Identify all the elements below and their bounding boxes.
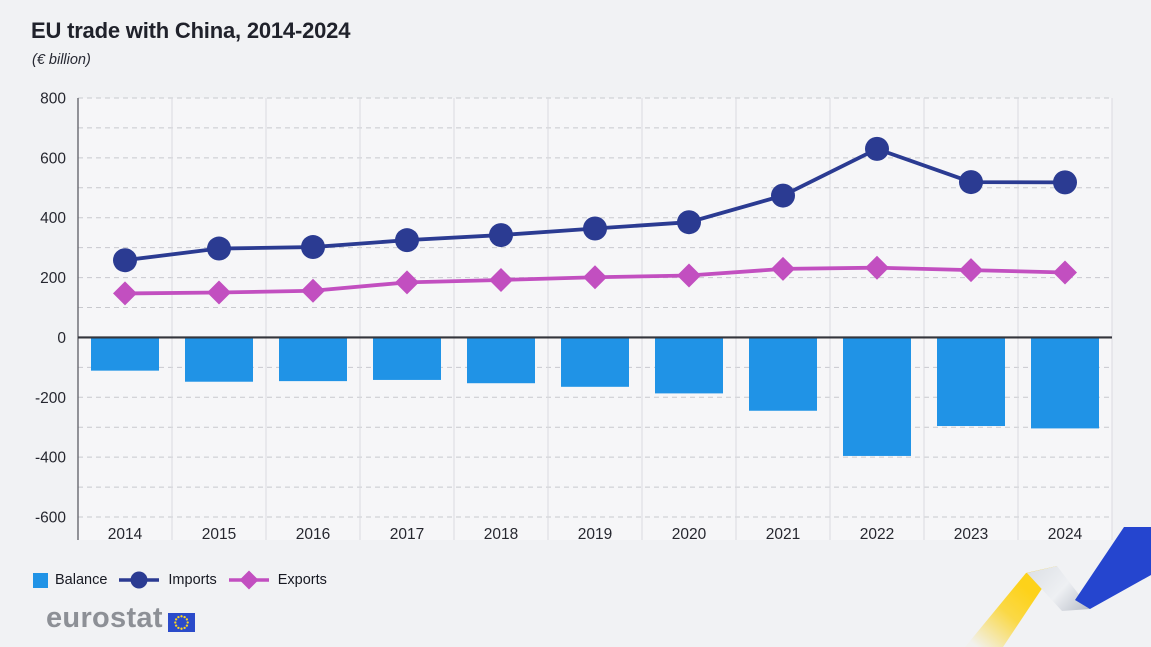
x-axis-label: 2015 [202, 526, 236, 543]
flag-star [174, 618, 178, 621]
exports-point [677, 263, 701, 288]
exports-point [301, 278, 325, 303]
balance-bar [655, 337, 723, 394]
flag-star [186, 621, 189, 624]
exports-point [865, 255, 889, 280]
imports-point [865, 136, 889, 161]
x-axis-label: 2017 [390, 526, 424, 543]
eurostat-logo: eurostat [46, 604, 195, 633]
exports-point [207, 280, 231, 305]
flag-star [183, 626, 186, 630]
flag-star [183, 615, 186, 619]
x-axis-label: 2023 [954, 526, 988, 543]
exports-point [395, 270, 419, 295]
x-axis-label: 2016 [296, 526, 330, 543]
chart-subtitle: (€ billion) [32, 52, 91, 68]
imports-point [489, 223, 513, 248]
imports-point [677, 210, 701, 235]
balance-bar [279, 337, 347, 382]
x-axis-label: 2020 [672, 526, 707, 543]
flag-star [185, 618, 188, 621]
y-axis-label: -400 [35, 450, 66, 467]
y-axis-label: -200 [35, 390, 66, 407]
legend-item-imports: Imports [117, 569, 217, 591]
balance-bar [749, 337, 817, 411]
exports-point [959, 258, 983, 283]
exports-swatch-icon [228, 570, 269, 590]
y-axis-label: 800 [40, 91, 66, 108]
balance-bar [467, 337, 535, 384]
imports-point [395, 228, 419, 253]
y-axis-label: 600 [40, 150, 66, 167]
balance-bar [91, 337, 159, 371]
balance-bar [561, 337, 629, 387]
x-axis-label: 2021 [766, 526, 800, 543]
balance-swatch-icon [33, 572, 48, 588]
plot-area [78, 98, 1112, 540]
imports-point [771, 183, 795, 208]
eu-flag-icon [167, 613, 195, 632]
legend-label-imports: Imports [168, 572, 217, 588]
chart-legend: Balance Imports Exports [33, 569, 327, 591]
flag-star [177, 626, 180, 630]
legend-label-exports: Exports [277, 572, 327, 588]
x-axis-label: 2018 [484, 526, 518, 543]
balance-bar [843, 337, 911, 456]
balance-bar [185, 337, 253, 382]
exports-point [771, 256, 795, 281]
eurostat-ribbon-graphic [965, 527, 1151, 647]
imports-point [583, 216, 607, 241]
eurostat-logo-text: eurostat [46, 602, 163, 634]
balance-bar [373, 337, 441, 380]
imports-swatch-icon [119, 571, 160, 589]
flag-star [174, 624, 178, 627]
exports-point [113, 281, 137, 306]
x-axis-label: 2019 [578, 526, 612, 543]
ribbon-blue-band [1075, 527, 1151, 609]
y-axis-label: -600 [35, 510, 66, 527]
imports-point [113, 248, 137, 273]
legend-label-balance: Balance [55, 572, 108, 588]
y-axis-label: 200 [40, 270, 66, 287]
exports-point [489, 267, 513, 292]
x-axis-label: 2022 [860, 526, 894, 543]
balance-bar [1031, 337, 1099, 429]
x-axis-label: 2024 [1048, 526, 1083, 543]
balance-bar [937, 337, 1005, 427]
y-axis-label: 400 [40, 210, 66, 227]
imports-point [301, 235, 325, 260]
ribbon-silver-band [1027, 566, 1090, 611]
legend-item-balance: Balance [33, 572, 107, 588]
imports-point [1053, 170, 1077, 195]
y-axis-label: 0 [57, 330, 66, 347]
exports-point [583, 265, 607, 290]
x-axis-label: 2014 [108, 526, 143, 543]
imports-point [959, 170, 983, 195]
legend-item-exports: Exports [227, 569, 327, 591]
ribbon-yellow-band [965, 566, 1057, 647]
flag-star [173, 621, 177, 624]
exports-point [1053, 260, 1077, 285]
flag-star [185, 624, 188, 627]
flag-star [180, 627, 183, 630]
imports-point [207, 236, 231, 261]
flag-star [180, 615, 183, 618]
flag-star [177, 615, 180, 619]
chart-title: EU trade with China, 2014-2024 [31, 18, 351, 43]
